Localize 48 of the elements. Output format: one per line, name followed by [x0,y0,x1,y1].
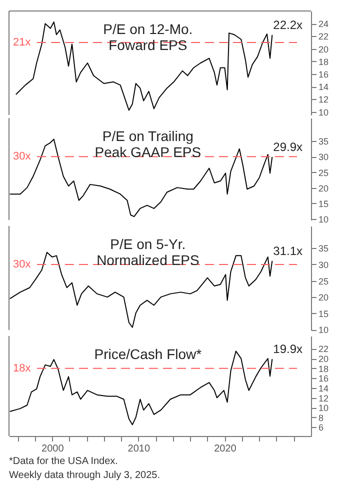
text: 31.1x [273,244,303,258]
y-tick-label: 16 [318,374,329,384]
y-tick-label: 10 [318,325,329,336]
x-tick-label: 2000 [42,444,64,454]
y-tick-label: 20 [318,44,329,54]
text: Price/Cash Flow* [94,346,202,362]
y-tick-label: 18 [318,364,329,374]
y-tick-label: 35 [318,244,329,254]
y-tick-label: 16 [318,70,329,80]
ref-line-label: 30x [13,150,32,163]
ref-line-label: 21x [13,36,32,49]
y-tick-label: 10 [318,107,329,118]
y-tick-label: 25 [318,168,329,178]
y-tick-label: 6 [318,422,324,433]
y-tick-label: 18 [318,56,329,67]
text: 19.9x [273,342,303,356]
text: 29.9x [273,140,303,154]
line-series [15,22,273,111]
y-tick-label: 10 [318,214,329,225]
y-tick-label: 14 [318,383,329,394]
ref-line-label: 30x [13,258,32,270]
ref-line-label: 18x [13,362,32,374]
y-tick-label: 15 [318,198,329,209]
y-tick-label: 25 [318,276,329,286]
y-tick-label: 15 [318,308,329,319]
text: *Data for the USA Index. [9,456,118,467]
y-tick-label: 24 [318,19,329,30]
y-tick-label: 22 [318,32,329,42]
x-tick-label: 2010 [128,444,150,454]
text: P/E on Trailing Peak GAAP EPS [94,128,202,160]
y-tick-label: 12 [318,94,329,105]
y-tick-label: 35 [318,136,329,147]
y-tick-label: 8 [318,412,324,423]
y-tick-label: 22 [318,344,329,354]
line-series [9,252,273,328]
text: P/E on 5-Yr. Normalized EPS [96,236,200,268]
line-series [9,350,273,426]
y-tick-label: 30 [318,152,329,162]
y-tick-label: 14 [318,82,329,92]
y-tick-label: 30 [318,260,329,270]
y-tick-label: 20 [318,354,329,364]
text: Weekly data through July 3, 2025. [9,470,160,481]
y-tick-label: 20 [318,183,329,194]
y-tick-label: 12 [318,393,329,404]
y-tick-label: 20 [318,292,329,303]
x-tick-label: 2020 [214,444,237,454]
text: 22.2x [273,18,303,32]
y-tick-label: 10 [318,403,329,414]
